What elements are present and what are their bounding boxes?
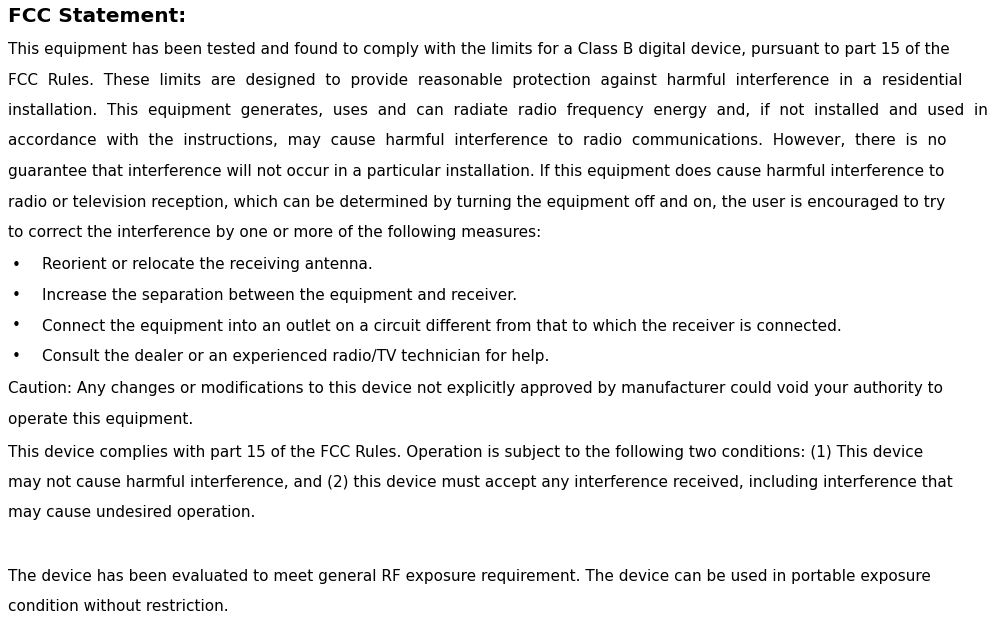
Text: Caution: Any changes or modifications to this device not explicitly approved by : Caution: Any changes or modifications to…	[8, 382, 942, 396]
Text: Increase the separation between the equipment and receiver.: Increase the separation between the equi…	[42, 288, 517, 303]
Text: •: •	[12, 318, 21, 333]
Text: This equipment has been tested and found to comply with the limits for a Class B: This equipment has been tested and found…	[8, 42, 949, 57]
Text: condition without restriction.: condition without restriction.	[8, 599, 229, 614]
Text: FCC  Rules.  These  limits  are  designed  to  provide  reasonable  protection  : FCC Rules. These limits are designed to …	[8, 72, 962, 87]
Text: FCC Statement:: FCC Statement:	[8, 7, 187, 26]
Text: Reorient or relocate the receiving antenna.: Reorient or relocate the receiving anten…	[42, 257, 372, 273]
Text: guarantee that interference will not occur in a particular installation. If this: guarantee that interference will not occ…	[8, 164, 944, 179]
Text: operate this equipment.: operate this equipment.	[8, 412, 193, 427]
Text: •: •	[12, 349, 21, 364]
Text: may not cause harmful interference, and (2) this device must accept any interfer: may not cause harmful interference, and …	[8, 475, 952, 490]
Text: This device complies with part 15 of the FCC Rules. Operation is subject to the : This device complies with part 15 of the…	[8, 444, 923, 460]
Text: •: •	[12, 288, 21, 303]
Text: installation.  This  equipment  generates,  uses  and  can  radiate  radio  freq: installation. This equipment generates, …	[8, 103, 987, 118]
Text: radio or television reception, which can be determined by turning the equipment : radio or television reception, which can…	[8, 195, 944, 209]
Text: accordance  with  the  instructions,  may  cause  harmful  interference  to  rad: accordance with the instructions, may ca…	[8, 134, 946, 148]
Text: Consult the dealer or an experienced radio/TV technician for help.: Consult the dealer or an experienced rad…	[42, 349, 549, 364]
Text: may cause undesired operation.: may cause undesired operation.	[8, 505, 255, 521]
Text: to correct the interference by one or more of the following measures:: to correct the interference by one or mo…	[8, 225, 541, 240]
Text: The device has been evaluated to meet general RF exposure requirement. The devic: The device has been evaluated to meet ge…	[8, 569, 930, 583]
Text: Connect the equipment into an outlet on a circuit different from that to which t: Connect the equipment into an outlet on …	[42, 318, 841, 333]
Text: •: •	[12, 257, 21, 273]
